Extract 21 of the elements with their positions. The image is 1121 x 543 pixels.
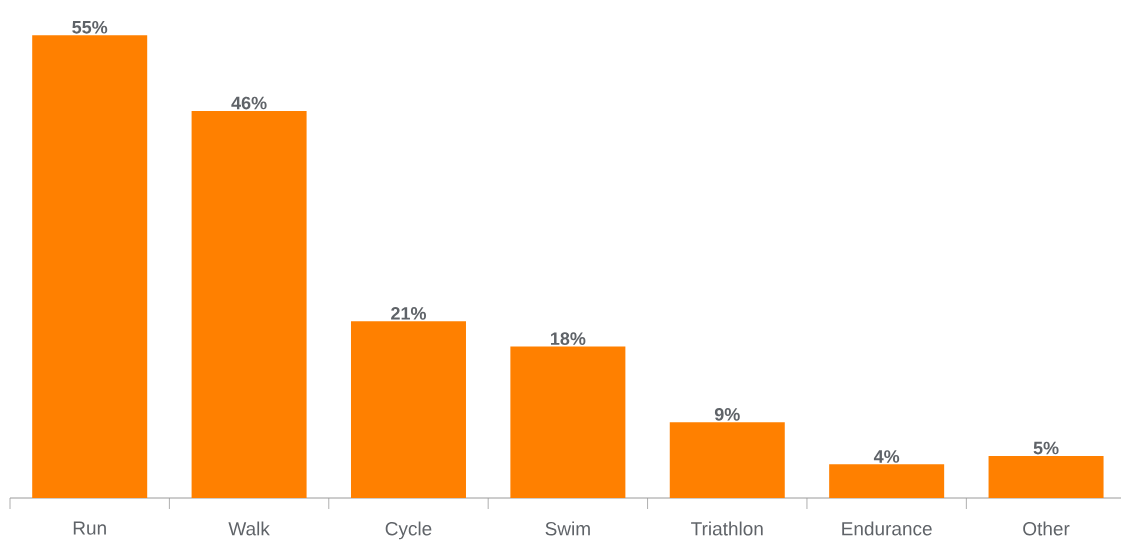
data-label: 5%: [1033, 441, 1059, 455]
x-tick-label: Swim: [545, 521, 590, 536]
x-tick-label: Endurance: [842, 521, 932, 536]
data-label: 4%: [873, 450, 900, 463]
x-tick-label: Triathlon: [691, 521, 763, 536]
x-tick-label: Walk: [228, 521, 270, 536]
bar: [988, 455, 1104, 498]
x-tick-label: Cycle: [385, 521, 432, 540]
bar: [32, 35, 148, 498]
data-label: 55%: [72, 20, 108, 34]
bar: [191, 110, 307, 498]
x-tick-label: Other: [1023, 521, 1070, 536]
data-label: 18%: [551, 332, 586, 345]
data-label: 46%: [231, 96, 267, 110]
data-label: 21%: [391, 307, 427, 320]
bar: [510, 346, 626, 498]
data-label: 9%: [714, 408, 740, 421]
bar: [669, 422, 785, 498]
bar: [350, 321, 466, 498]
bar: [829, 464, 945, 498]
x-tick-label: Run: [73, 521, 106, 535]
